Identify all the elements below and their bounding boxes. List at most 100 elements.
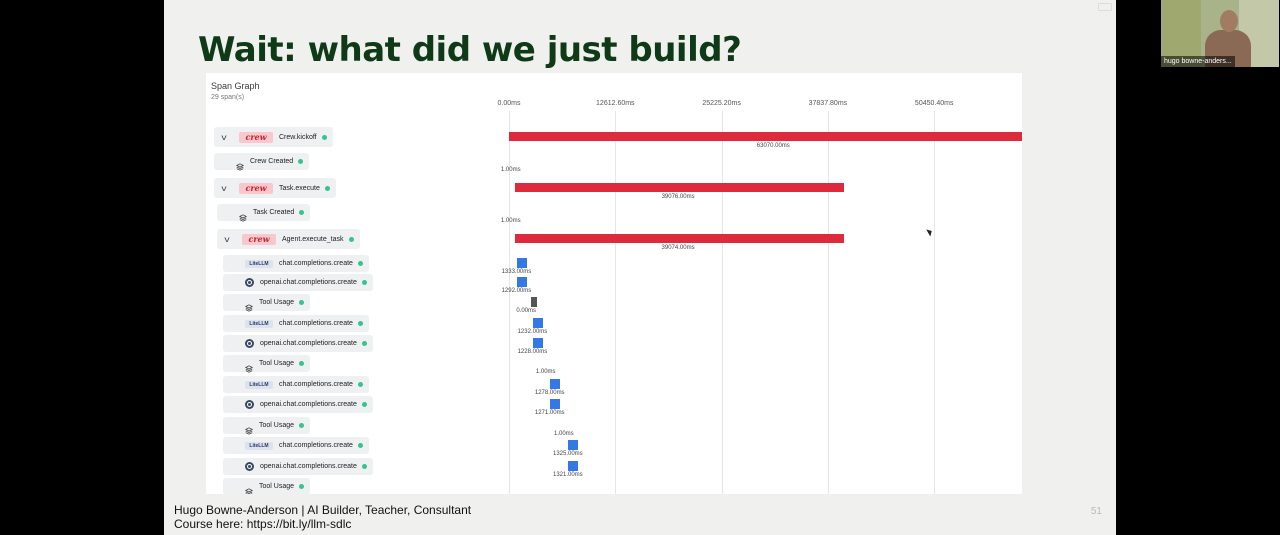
status-dot xyxy=(361,464,367,469)
span-marker[interactable] xyxy=(531,297,538,307)
layers-icon xyxy=(244,299,254,312)
span-row-llm[interactable]: LiteLLM chat.completions.create xyxy=(223,315,369,332)
openai-icon xyxy=(245,278,254,287)
slide-footer: Hugo Bowne-Anderson | AI Builder, Teache… xyxy=(174,503,471,531)
litellm-logo-icon: LiteLLM xyxy=(245,259,273,268)
span-row-label: Crew.kickoff xyxy=(279,133,317,141)
span-bar[interactable] xyxy=(514,183,845,192)
span-marker[interactable] xyxy=(567,440,578,450)
webcam-tile[interactable]: hugo bowne-anders... xyxy=(1161,0,1279,67)
page-number: 51 xyxy=(1090,506,1102,517)
openai-icon xyxy=(245,462,254,471)
footer-course-link[interactable]: Course here: https://bit.ly/llm-sdlc xyxy=(174,517,352,531)
chevron-down-icon[interactable]: v xyxy=(221,183,227,193)
timeline-gridline xyxy=(509,111,510,494)
chevron-down-icon[interactable]: v xyxy=(224,234,230,244)
timeline-gridline xyxy=(721,111,723,494)
span-row-label: chat.completions.create xyxy=(279,320,353,327)
status-dot xyxy=(357,382,363,387)
timeline-gridline xyxy=(827,111,829,494)
span-row-llm[interactable]: openai.chat.completions.create xyxy=(223,274,373,291)
span-row-parent[interactable]: v crew Crew.kickoff xyxy=(214,127,333,147)
span-marker[interactable] xyxy=(532,318,543,328)
span-bar[interactable] xyxy=(514,234,845,243)
span-duration-label: 0.00ms xyxy=(516,308,537,314)
span-row-tool[interactable]: Tool Usage xyxy=(223,478,311,494)
span-row-label: Tool Usage xyxy=(259,360,295,367)
timeline-gridline xyxy=(934,111,936,494)
layers-icon xyxy=(235,158,245,171)
span-row-label: Crew Created xyxy=(250,158,294,165)
span-start-offset-label: 1.00ms xyxy=(500,218,521,224)
span-duration-label: 1232.00ms xyxy=(517,329,548,335)
slide-title: Wait: what did we just build? xyxy=(198,30,742,70)
status-dot xyxy=(299,361,305,366)
span-bar[interactable] xyxy=(509,132,1022,141)
span-row-parent[interactable]: v crew Task.execute xyxy=(214,178,336,198)
participant-name: hugo bowne-anders... xyxy=(1161,56,1235,67)
span-row-llm[interactable]: LiteLLM chat.completions.create xyxy=(223,255,369,272)
span-row-label: Tool Usage xyxy=(259,483,295,490)
crew-logo-icon: crew xyxy=(239,182,273,194)
layers-icon xyxy=(244,422,254,435)
span-duration-label: 1321.00ms xyxy=(552,472,583,478)
layers-icon xyxy=(244,483,254,494)
status-dot xyxy=(361,341,367,346)
status-dot xyxy=(299,210,305,215)
span-row-tool[interactable]: Tool Usage xyxy=(223,417,311,435)
span-marker[interactable] xyxy=(532,338,543,348)
timeline-gridline xyxy=(615,111,617,494)
span-row-label: Tool Usage xyxy=(259,422,295,429)
span-row-tool[interactable]: Tool Usage xyxy=(223,294,311,312)
chevron-down-icon[interactable]: v xyxy=(221,132,227,142)
span-row-label: Tool Usage xyxy=(259,299,295,306)
span-marker[interactable] xyxy=(516,277,527,287)
span-marker[interactable] xyxy=(567,461,578,471)
span-duration-label: 1228.00ms xyxy=(517,349,548,355)
span-count: 29 span(s) xyxy=(211,94,245,101)
litellm-logo-icon: LiteLLM xyxy=(245,441,273,450)
crew-logo-icon: crew xyxy=(239,131,273,143)
status-dot xyxy=(357,321,363,326)
span-duration-label: 63070.00ms xyxy=(756,143,790,149)
span-marker[interactable] xyxy=(549,399,560,409)
layers-icon xyxy=(238,209,248,222)
span-row-label: Task Created xyxy=(253,209,295,216)
span-row-label: chat.completions.create xyxy=(279,381,353,388)
status-dot xyxy=(357,443,363,448)
footer-author: Hugo Bowne-Anderson | AI Builder, Teache… xyxy=(174,503,472,517)
span-row-label: Task.execute xyxy=(279,184,320,192)
span-row-parent[interactable]: v crew Agent.execute_task xyxy=(217,229,360,249)
span-start-offset-label: 1.00ms xyxy=(500,167,521,173)
status-dot xyxy=(348,236,354,242)
span-start-offset-label: 1.00ms xyxy=(535,369,556,375)
litellm-logo-icon: LiteLLM xyxy=(245,319,273,328)
span-row-llm[interactable]: LiteLLM chat.completions.create xyxy=(223,376,369,393)
span-row-llm[interactable]: LiteLLM chat.completions.create xyxy=(223,437,369,454)
span-duration-label: 1292.00ms xyxy=(501,288,532,294)
span-row-llm[interactable]: openai.chat.completions.create xyxy=(223,335,373,352)
span-row-tool[interactable]: Tool Usage xyxy=(223,355,311,373)
layers-icon xyxy=(244,360,254,373)
span-row-llm[interactable]: openai.chat.completions.create xyxy=(223,458,373,475)
span-duration-label: 1278.00ms xyxy=(534,390,565,396)
span-marker[interactable] xyxy=(516,258,527,268)
span-row-event[interactable]: Crew Created xyxy=(214,153,310,171)
span-duration-label: 1325.00ms xyxy=(552,451,583,457)
timeline-tick-label: 12612.60ms xyxy=(596,100,635,107)
status-dot xyxy=(361,402,367,407)
participant-head xyxy=(1220,10,1238,32)
span-start-offset-label: 1.00ms xyxy=(553,431,574,437)
timeline-tick-label: 0.00ms xyxy=(497,100,521,107)
span-duration-label: 1333.00ms xyxy=(501,269,532,275)
status-dot xyxy=(299,484,305,489)
span-row-llm[interactable]: openai.chat.completions.create xyxy=(223,396,373,413)
span-duration-label: 39076.00ms xyxy=(661,194,695,200)
span-row-label: Agent.execute_task xyxy=(282,235,344,243)
status-dot xyxy=(298,159,304,164)
span-row-label: openai.chat.completions.create xyxy=(260,279,357,286)
openai-icon xyxy=(245,339,254,348)
span-marker[interactable] xyxy=(549,379,560,389)
span-row-event[interactable]: Task Created xyxy=(217,204,311,222)
openai-icon xyxy=(245,400,254,409)
